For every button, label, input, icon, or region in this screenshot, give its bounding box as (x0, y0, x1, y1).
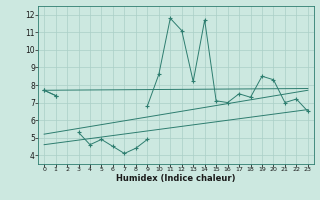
X-axis label: Humidex (Indice chaleur): Humidex (Indice chaleur) (116, 174, 236, 183)
